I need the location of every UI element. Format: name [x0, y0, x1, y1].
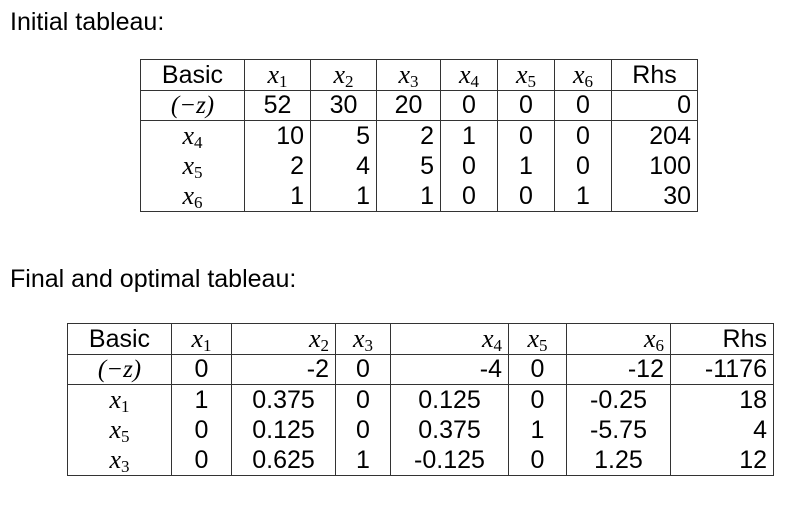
rhs-header: Rhs — [611, 59, 698, 91]
basic-header: Basic — [140, 59, 245, 91]
table-cell: 0 — [335, 384, 391, 415]
col-header-x1: x1 — [244, 59, 311, 91]
table-cell: 0.125 — [390, 384, 509, 415]
objective-row: (−z) 0 -2 0 -4 0 -12 -1176 — [67, 354, 774, 385]
table-cell: 1 — [244, 181, 311, 212]
table-cell: 0 — [335, 354, 391, 385]
table-cell: 0 — [497, 120, 555, 151]
initial-tableau-table: Basic x1 x2 x3 x4 x5 x6 Rhs (−z) 52 30 2… — [140, 59, 698, 212]
col-header-x6: x6 — [554, 59, 612, 91]
table-cell: 2 — [376, 120, 441, 151]
table-cell: -0.125 — [390, 445, 509, 476]
table-cell: 5 — [310, 120, 377, 151]
final-tableau-heading: Final and optimal tableau: — [10, 265, 297, 293]
table-cell: 0 — [440, 90, 498, 121]
table-cell: 0 — [171, 415, 232, 445]
col-header-x3: x3 — [376, 59, 441, 91]
basic-var-label: x1 — [67, 384, 172, 415]
table-cell: 0 — [171, 445, 232, 476]
table-cell: 1 — [376, 181, 441, 212]
table-cell: -2 — [231, 354, 336, 385]
rhs-cell: 100 — [611, 151, 698, 181]
table-cell: 0 — [508, 445, 567, 476]
table-row: x6 1 1 1 0 0 1 30 — [140, 181, 698, 212]
table-cell: -12 — [566, 354, 671, 385]
rhs-cell: 18 — [670, 384, 774, 415]
table-cell: 0 — [554, 120, 612, 151]
objective-label: (−z) — [67, 354, 172, 385]
table-cell: 0 — [554, 151, 612, 181]
table-cell: -4 — [390, 354, 509, 385]
table-cell: 0.625 — [231, 445, 336, 476]
table-cell: 4 — [310, 151, 377, 181]
col-header-x4: x4 — [440, 59, 498, 91]
table-row: x4 10 5 2 1 0 0 204 — [140, 120, 698, 151]
table-cell: 0.125 — [231, 415, 336, 445]
col-header-x4: x4 — [390, 323, 509, 355]
table-cell: 0 — [554, 90, 612, 121]
basic-var-label: x6 — [140, 181, 245, 212]
table-row: x3 0 0.625 1 -0.125 0 1.25 12 — [67, 445, 774, 476]
table-cell: -5.75 — [566, 415, 671, 445]
col-header-x2: x2 — [231, 323, 336, 355]
rhs-cell: -1176 — [670, 354, 774, 385]
col-header-x5: x5 — [508, 323, 567, 355]
table-cell: 1 — [310, 181, 377, 212]
table-cell: 30 — [310, 90, 377, 121]
table-cell: 1 — [440, 120, 498, 151]
basic-var-label: x5 — [140, 151, 245, 181]
col-header-x5: x5 — [497, 59, 555, 91]
table-cell: 1 — [497, 151, 555, 181]
table-cell: 0 — [171, 354, 232, 385]
table-cell: 5 — [376, 151, 441, 181]
col-header-x3: x3 — [335, 323, 391, 355]
header-row: Basic x1 x2 x3 x4 x5 x6 Rhs — [140, 59, 698, 91]
rhs-cell: 30 — [611, 181, 698, 212]
basic-var-label: x3 — [67, 445, 172, 476]
rhs-cell: 204 — [611, 120, 698, 151]
basic-var-label: x4 — [140, 120, 245, 151]
table-cell: 0 — [497, 181, 555, 212]
objective-row: (−z) 52 30 20 0 0 0 0 — [140, 90, 698, 121]
header-row: Basic x1 x2 x3 x4 x5 x6 Rhs — [67, 323, 774, 355]
table-cell: 52 — [244, 90, 311, 121]
table-cell: 0.375 — [390, 415, 509, 445]
rhs-cell: 0 — [611, 90, 698, 121]
col-header-x6: x6 — [566, 323, 671, 355]
table-cell: 0 — [440, 151, 498, 181]
rhs-header: Rhs — [670, 323, 774, 355]
table-cell: 1 — [554, 181, 612, 212]
table-cell: 1.25 — [566, 445, 671, 476]
table-cell: 10 — [244, 120, 311, 151]
table-cell: 0 — [335, 415, 391, 445]
table-cell: 1 — [171, 384, 232, 415]
table-row: x5 2 4 5 0 1 0 100 — [140, 151, 698, 181]
col-header-x1: x1 — [171, 323, 232, 355]
table-cell: 20 — [376, 90, 441, 121]
table-cell: 0.375 — [231, 384, 336, 415]
table-cell: 0 — [508, 384, 567, 415]
initial-tableau-heading: Initial tableau: — [10, 8, 165, 36]
col-header-x2: x2 — [310, 59, 377, 91]
basic-var-label: x5 — [67, 415, 172, 445]
table-cell: -0.25 — [566, 384, 671, 415]
final-tableau-table: Basic x1 x2 x3 x4 x5 x6 Rhs (−z) 0 -2 0 … — [67, 323, 774, 476]
rhs-cell: 12 — [670, 445, 774, 476]
table-cell: 0 — [440, 181, 498, 212]
table-row: x5 0 0.125 0 0.375 1 -5.75 4 — [67, 415, 774, 445]
table-cell: 2 — [244, 151, 311, 181]
table-row: x1 1 0.375 0 0.125 0 -0.25 18 — [67, 384, 774, 415]
table-cell: 1 — [508, 415, 567, 445]
objective-label: (−z) — [140, 90, 245, 121]
rhs-cell: 4 — [670, 415, 774, 445]
table-cell: 0 — [497, 90, 555, 121]
table-cell: 1 — [335, 445, 391, 476]
basic-header: Basic — [67, 323, 172, 355]
table-cell: 0 — [508, 354, 567, 385]
